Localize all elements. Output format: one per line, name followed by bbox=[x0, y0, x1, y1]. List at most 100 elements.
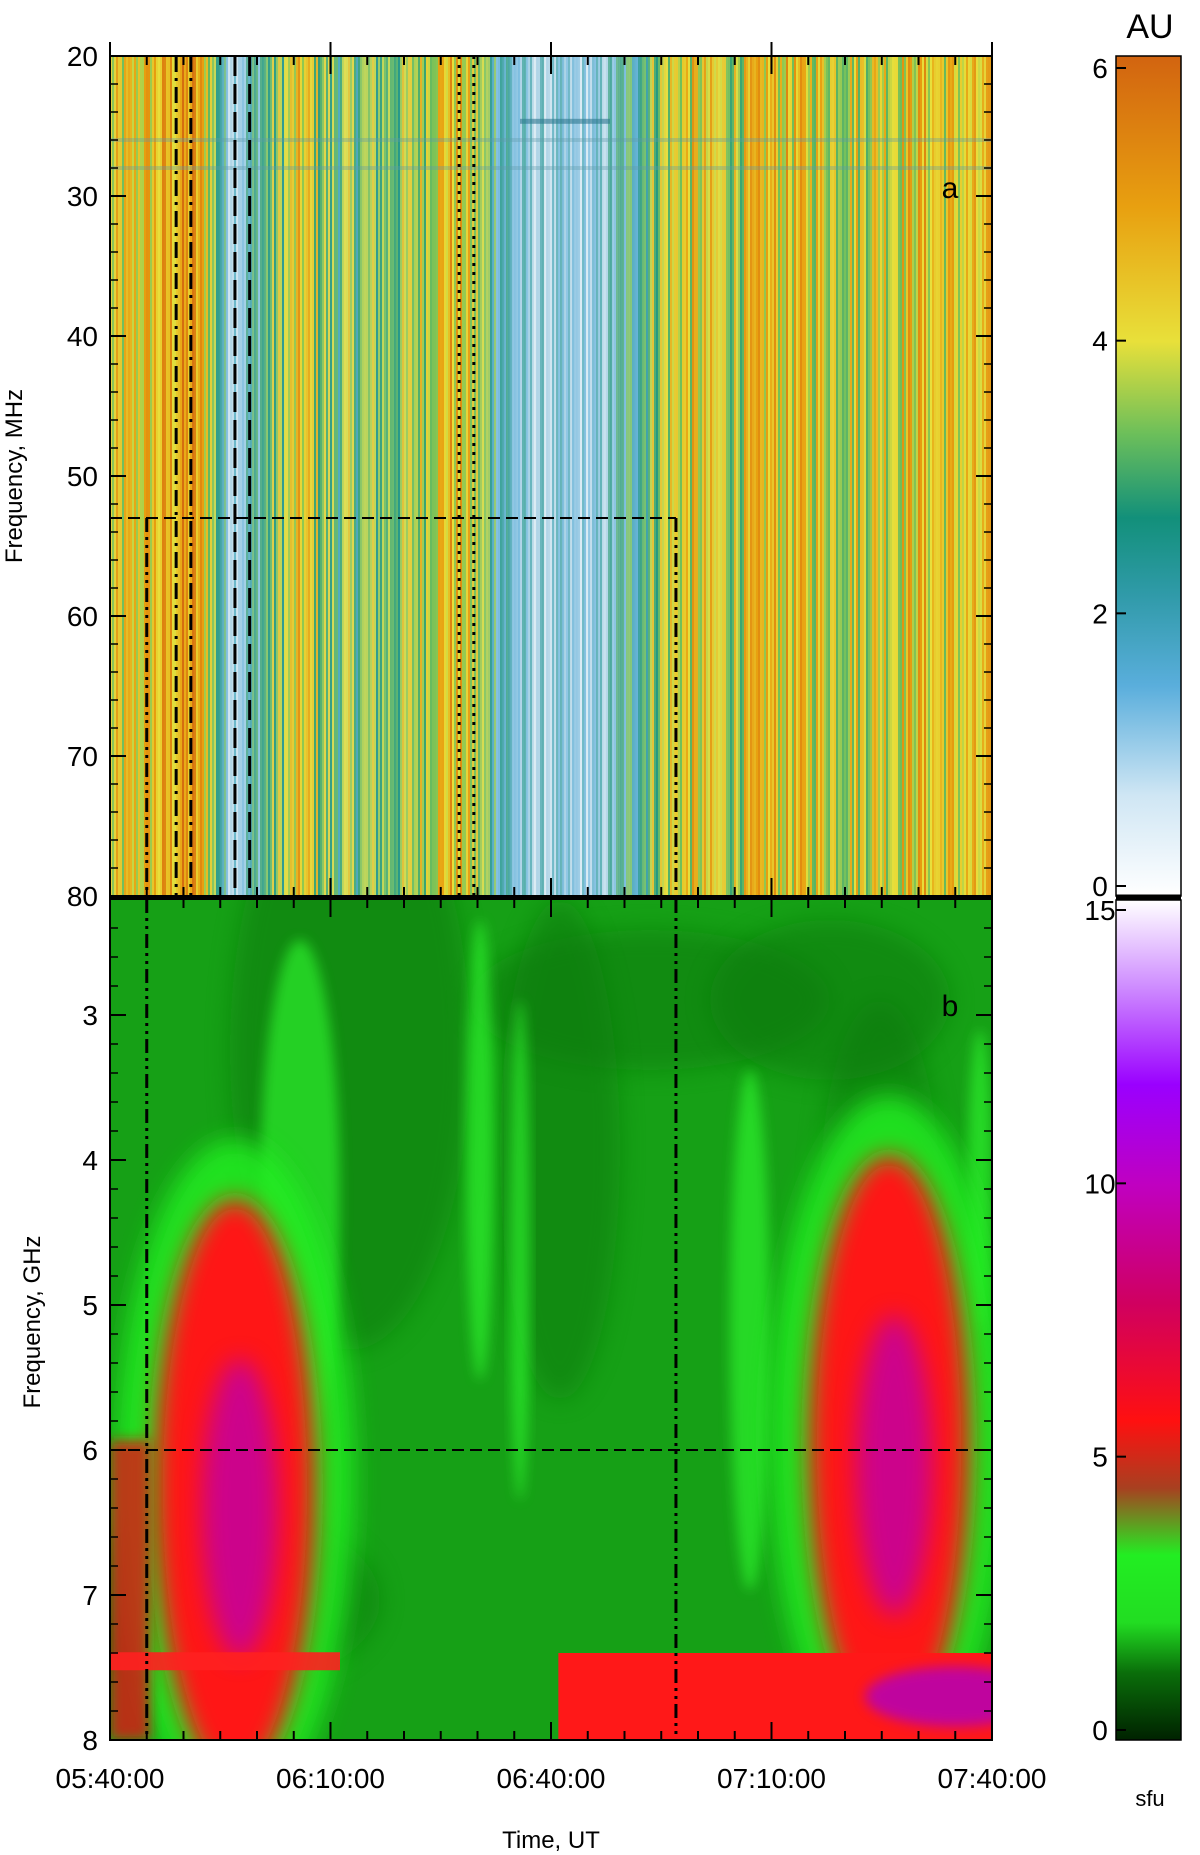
stripe bbox=[258, 56, 261, 896]
x-tick-label: 07:10:00 bbox=[717, 1763, 826, 1794]
stripe bbox=[230, 56, 233, 896]
colorbar-tick-label: 4 bbox=[1092, 326, 1108, 357]
stripe bbox=[630, 56, 633, 896]
stripe bbox=[800, 56, 803, 896]
stripe bbox=[692, 56, 695, 896]
stripe bbox=[726, 56, 729, 896]
stripe bbox=[932, 56, 935, 896]
stripe bbox=[704, 56, 707, 896]
stripe bbox=[926, 56, 929, 896]
stripe bbox=[158, 56, 161, 896]
stripe bbox=[720, 56, 723, 896]
stripe bbox=[484, 56, 487, 896]
stripe bbox=[406, 56, 409, 896]
stripe bbox=[136, 56, 139, 896]
stripe bbox=[638, 56, 641, 896]
stripe bbox=[960, 56, 963, 896]
stripe bbox=[542, 56, 545, 896]
stripe bbox=[606, 56, 609, 896]
stripe bbox=[534, 56, 537, 896]
stripe bbox=[564, 56, 567, 896]
stripe bbox=[716, 56, 719, 896]
stripe bbox=[786, 56, 789, 896]
stripe bbox=[886, 56, 889, 896]
stripe bbox=[600, 56, 603, 896]
stripe bbox=[454, 56, 457, 896]
stripe bbox=[374, 56, 377, 896]
stripe bbox=[378, 56, 381, 896]
stripe bbox=[694, 56, 697, 896]
stripe bbox=[562, 56, 565, 896]
stripe bbox=[592, 56, 595, 896]
stripe bbox=[324, 56, 327, 896]
stripe bbox=[394, 56, 397, 896]
stripe bbox=[280, 56, 283, 896]
stripe bbox=[434, 56, 437, 896]
stripe bbox=[822, 56, 825, 896]
stripe bbox=[282, 56, 285, 896]
bright-green-streak bbox=[466, 920, 494, 1380]
stripe bbox=[698, 56, 701, 896]
stripe bbox=[974, 56, 977, 896]
stripe bbox=[866, 56, 869, 896]
stripe bbox=[524, 56, 527, 896]
stripe bbox=[580, 56, 583, 896]
colorbar-sfu-gradient bbox=[1115, 899, 1182, 1741]
stripe bbox=[130, 56, 133, 896]
colorbar-tick-label: 6 bbox=[1092, 53, 1108, 84]
stripe bbox=[172, 56, 175, 896]
stripe bbox=[470, 56, 473, 896]
stripe bbox=[236, 56, 239, 896]
stripe bbox=[840, 56, 843, 896]
stripe bbox=[526, 56, 529, 896]
y-tick-label: 60 bbox=[67, 601, 98, 632]
stripe bbox=[334, 56, 337, 896]
colorbar-tick-label: 5 bbox=[1092, 1442, 1108, 1473]
stripe bbox=[432, 56, 435, 896]
stripe bbox=[940, 56, 943, 896]
stripe bbox=[558, 56, 561, 896]
stripe bbox=[642, 56, 645, 896]
colorbar-au-ticks: 6 4 2 0 bbox=[1092, 53, 1126, 902]
stripe bbox=[288, 56, 291, 896]
stripe bbox=[494, 56, 497, 896]
panel-b-y-ticks: 3 4 5 6 7 8 bbox=[82, 927, 992, 1756]
stripe bbox=[690, 56, 693, 896]
stripe bbox=[768, 56, 771, 896]
stripe bbox=[342, 56, 345, 896]
colorbar-tick-label: 10 bbox=[1084, 1168, 1115, 1199]
stripe bbox=[480, 56, 483, 896]
stripe bbox=[574, 56, 577, 896]
stripe bbox=[488, 56, 491, 896]
stripe bbox=[602, 56, 605, 896]
stripe bbox=[760, 56, 763, 896]
stripe bbox=[736, 56, 739, 896]
stripe bbox=[550, 56, 553, 896]
stripe bbox=[938, 56, 941, 896]
stripe bbox=[450, 56, 453, 896]
stripe bbox=[846, 56, 849, 896]
colorbar-sfu-ticks: 15 10 5 0 bbox=[1084, 895, 1126, 1746]
panel-b-label: b bbox=[942, 990, 959, 1023]
stripe bbox=[614, 56, 617, 896]
stripe bbox=[664, 56, 667, 896]
stripe bbox=[796, 56, 799, 896]
stripe bbox=[414, 56, 417, 896]
stripe bbox=[128, 56, 131, 896]
stripe bbox=[212, 56, 215, 896]
stripe bbox=[792, 56, 795, 896]
stripe bbox=[520, 56, 523, 896]
stripe bbox=[578, 56, 581, 896]
stripe bbox=[544, 56, 547, 896]
stripe bbox=[790, 56, 793, 896]
stripe bbox=[900, 56, 903, 896]
stripe bbox=[832, 56, 835, 896]
stripe bbox=[802, 56, 805, 896]
stripe bbox=[188, 56, 191, 896]
stripe bbox=[738, 56, 741, 896]
stripe bbox=[170, 56, 173, 896]
colorbar-tick-label: 2 bbox=[1092, 598, 1108, 629]
stripe bbox=[798, 56, 801, 896]
stripe bbox=[560, 56, 563, 896]
